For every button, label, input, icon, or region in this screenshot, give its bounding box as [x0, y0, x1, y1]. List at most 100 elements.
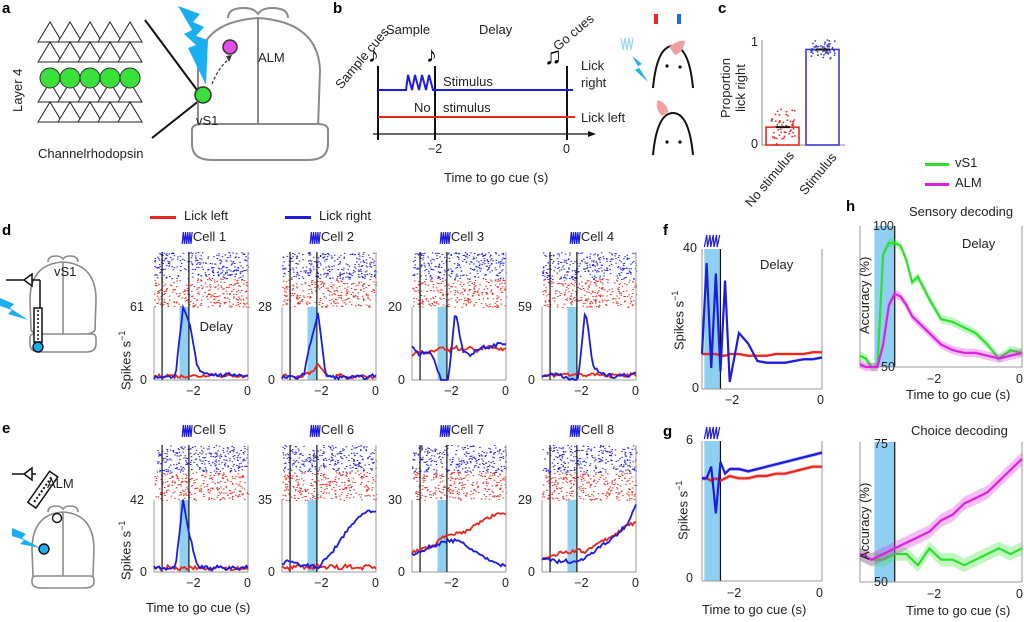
raster-spike-left [601, 493, 604, 495]
raster-spike-left [179, 491, 182, 493]
c-dot [778, 114, 781, 116]
raster-spike-right [574, 271, 577, 273]
raster-spike-left [245, 306, 248, 308]
raster-spike-left [583, 479, 586, 481]
raster-spike-right [358, 252, 360, 254]
raster-spike-right [227, 448, 229, 450]
raster-spike-left [543, 284, 545, 286]
raster-spike-right [162, 269, 165, 271]
raster-spike-right [190, 461, 192, 463]
raster-spike-right [190, 257, 193, 259]
raster-spike-left [430, 305, 432, 307]
raster-spike-left [154, 483, 157, 485]
raster-spike-right [412, 458, 415, 460]
raster-spike-right [187, 261, 189, 263]
raster-spike-right [157, 463, 159, 465]
raster-spike-left [502, 477, 504, 479]
raster-spike-left [435, 301, 438, 303]
raster-spike-left [617, 288, 619, 290]
raster-spike-right [560, 470, 562, 472]
raster-spike-left [237, 301, 239, 303]
cell-ytick-max: 35 [258, 493, 272, 507]
raster-spike-left [542, 294, 545, 296]
raster-spike-right [233, 469, 236, 471]
raster-spike-right [211, 263, 214, 265]
raster-spike-left [553, 490, 556, 492]
raster-spike-left [186, 488, 189, 490]
raster-spike-left [366, 475, 368, 477]
raster-spike-right [425, 470, 428, 472]
raster-spike-left [603, 483, 605, 485]
raster-spike-left [343, 499, 346, 501]
raster-spike-left [288, 279, 290, 281]
raster-spike-right [616, 275, 618, 277]
raster-spike-right [483, 464, 485, 466]
raster-spike-left [217, 301, 219, 303]
raster-spike-right [589, 258, 592, 260]
raster-spike-left [493, 479, 496, 481]
raster-spike-right [567, 259, 570, 261]
raster-spike-left [364, 486, 366, 488]
raster-spike-right [347, 268, 349, 270]
raster-spike-right [330, 448, 332, 450]
raster-spike-left [486, 281, 488, 283]
raster-spike-left [478, 295, 480, 297]
raster-spike-left [341, 482, 343, 484]
raster-spike-left [548, 497, 550, 499]
raster-spike-right [502, 257, 504, 259]
raster-spike-left [333, 300, 335, 302]
raster-spike-right [495, 253, 497, 255]
raster-spike-left [582, 477, 585, 479]
raster-spike-left [193, 499, 195, 501]
raster-spike-left [215, 472, 217, 474]
raster-spike-right [178, 455, 180, 457]
raster-spike-left [562, 482, 564, 484]
raster-spike-left [618, 477, 620, 479]
raster-spike-left [424, 487, 426, 489]
raster-spike-right [424, 266, 427, 268]
raster-spike-left [633, 300, 635, 302]
raster-spike-left [579, 288, 581, 290]
raster-spike-right [212, 269, 215, 271]
raster-spike-left [547, 498, 550, 500]
raster-spike-right [196, 463, 198, 465]
raster-spike-left [503, 479, 506, 481]
raster-spike-right [456, 266, 459, 268]
raster-spike-left [566, 474, 568, 476]
raster-spike-left [225, 301, 227, 303]
raster-spike-right [426, 451, 429, 453]
raster-spike-left [214, 293, 216, 295]
raster-spike-left [504, 305, 506, 307]
raster-spike-right [484, 455, 487, 457]
raster-spike-right [158, 453, 161, 455]
f-xtick-0: 0 [817, 393, 824, 407]
raster-spike-left [579, 497, 582, 499]
raster-spike-left [194, 305, 196, 307]
raster-spike-right [326, 274, 328, 276]
raster-spike-right [325, 276, 327, 278]
raster-spike-right [570, 448, 573, 450]
raster-spike-right [555, 456, 557, 458]
psth-right [411, 537, 507, 568]
c-dot [773, 136, 776, 139]
raster-spike-left [223, 288, 225, 290]
raster-spike-right [334, 460, 337, 462]
raster-spike-left [430, 494, 433, 496]
raster-spike-right [633, 469, 635, 471]
raster-spike-left [155, 284, 158, 286]
raster-spike-left [566, 299, 568, 301]
raster-spike-right [455, 252, 457, 254]
raster-spike-left [499, 289, 502, 291]
raster-spike-right [600, 459, 602, 461]
raster-spike-right [192, 268, 194, 270]
raster-spike-left [327, 287, 329, 289]
raster-spike-right [246, 457, 248, 459]
raster-spike-right [216, 453, 218, 455]
raster-spike-left [499, 480, 502, 482]
panel-label-e: e [2, 420, 11, 437]
raster-spike-left [367, 298, 369, 300]
raster-spike-right [627, 447, 630, 449]
raster-spike-left [492, 298, 495, 300]
raster-spike-right [488, 252, 490, 254]
raster-spike-left [565, 477, 567, 479]
